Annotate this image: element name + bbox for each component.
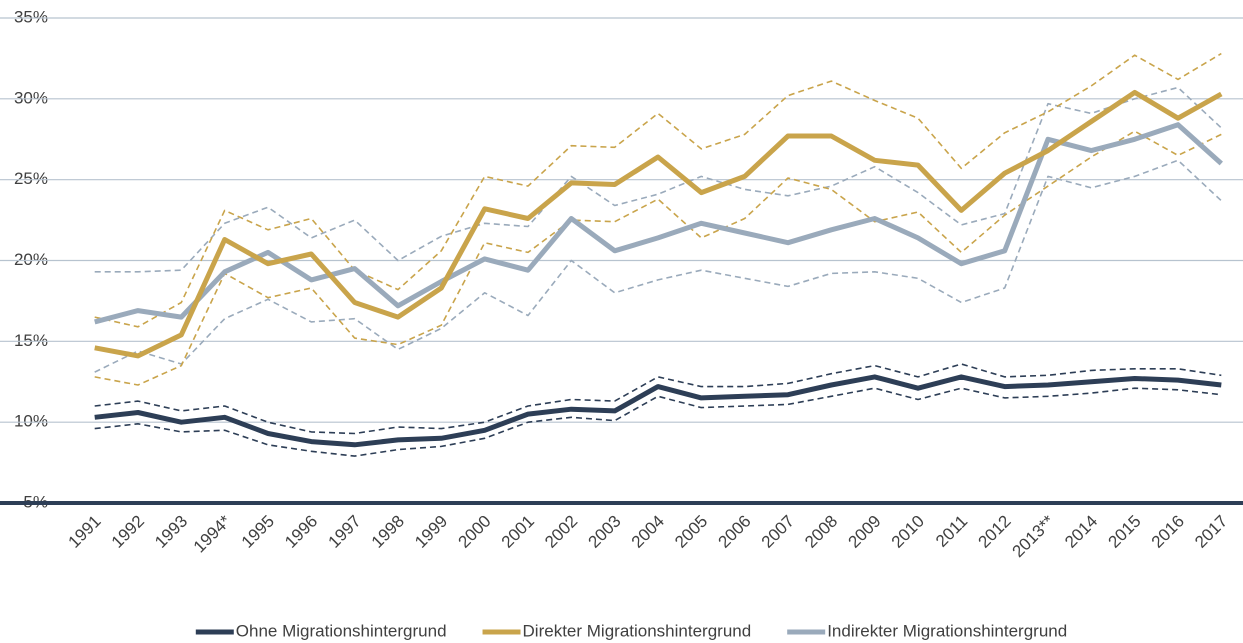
x-tick-label: 1992 bbox=[108, 512, 148, 552]
x-tick-label: 1996 bbox=[281, 512, 321, 552]
x-tick-label: 2008 bbox=[801, 512, 841, 552]
legend-label: Direkter Migrationshintergrund bbox=[523, 621, 752, 640]
lower-bound-line bbox=[94, 130, 1222, 386]
y-tick-label: 10% bbox=[14, 412, 48, 431]
x-tick-label: 2005 bbox=[671, 512, 711, 552]
lower-bound-line bbox=[94, 159, 1222, 373]
legend: Ohne Migrationshintergrund Direkter Migra… bbox=[195, 621, 1067, 640]
x-tick-label: 2007 bbox=[758, 512, 798, 552]
x-tick-label: 2010 bbox=[888, 512, 928, 552]
series-line bbox=[94, 122, 1223, 325]
x-tick-label: 1991 bbox=[64, 512, 104, 552]
x-tick-label: 2017 bbox=[1191, 512, 1231, 552]
series-line bbox=[94, 89, 1223, 359]
x-tick-label: 2000 bbox=[454, 512, 494, 552]
x-tick-label: 2011 bbox=[932, 512, 971, 551]
x-tick-label: 1994* bbox=[190, 511, 235, 556]
lower-bound-line bbox=[94, 387, 1222, 457]
x-tick-label: 2004 bbox=[628, 512, 668, 552]
y-tick-label: 35% bbox=[14, 7, 48, 26]
x-tick-label: 1997 bbox=[324, 512, 364, 552]
x-tick-label: 2013** bbox=[1008, 511, 1058, 561]
x-tick-label: 2002 bbox=[541, 512, 581, 552]
y-tick-label: 25% bbox=[14, 169, 48, 188]
y-tick-label: 20% bbox=[14, 250, 48, 269]
legend-label: Ohne Migrationshintergrund bbox=[236, 621, 447, 640]
series-line bbox=[94, 374, 1222, 448]
legend-label: Indirekter Migrationshintergrund bbox=[827, 621, 1067, 640]
y-tick-label: 15% bbox=[14, 331, 48, 350]
upper-bound-line bbox=[94, 363, 1222, 435]
y-tick-label: 30% bbox=[14, 88, 48, 107]
x-tick-label: 2003 bbox=[584, 512, 624, 552]
upper-bound-line bbox=[94, 52, 1222, 328]
x-tick-label: 2015 bbox=[1104, 512, 1144, 552]
x-tick-label: 2006 bbox=[714, 512, 754, 552]
upper-bound-line bbox=[94, 86, 1222, 273]
x-tick-label: 2014 bbox=[1061, 512, 1101, 552]
x-tick-label: 2016 bbox=[1148, 512, 1188, 552]
x-tick-label: 1993 bbox=[151, 512, 191, 552]
x-tick-label: 2009 bbox=[844, 512, 884, 552]
x-tick-label: 2012 bbox=[974, 512, 1014, 552]
x-tick-label: 1999 bbox=[411, 512, 451, 552]
x-tick-label: 1998 bbox=[368, 512, 408, 552]
x-tick-label: 2001 bbox=[498, 512, 538, 552]
x-tick-label: 1995 bbox=[238, 512, 278, 552]
